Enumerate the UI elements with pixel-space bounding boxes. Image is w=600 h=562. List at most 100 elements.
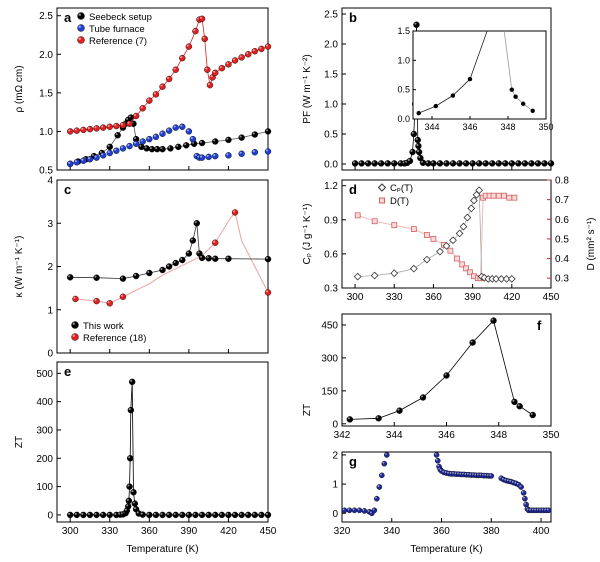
data-point-shine — [199, 512, 203, 515]
data-point-shine — [205, 67, 208, 70]
data-point — [238, 150, 245, 158]
data-point-shine — [359, 161, 362, 164]
data-point-shine — [107, 512, 110, 515]
data-point-shine — [226, 62, 229, 65]
data-point-shine — [524, 502, 527, 505]
data-point-shine — [265, 129, 269, 132]
data-point — [415, 142, 422, 150]
y-axis-label: ZT — [302, 404, 313, 416]
data-point — [130, 489, 137, 496]
panel-label-f: f — [537, 318, 542, 333]
data-point — [192, 511, 199, 519]
data-point-shine — [367, 509, 370, 512]
x-tick-label: 380 — [483, 526, 500, 537]
data-point-shine — [542, 161, 545, 164]
data-point — [185, 511, 193, 519]
data-point — [80, 511, 87, 519]
y-tick-label: 0.5 — [39, 166, 53, 177]
data-point-shine — [126, 498, 129, 501]
y-tick-label: 1 — [47, 305, 53, 316]
data-point-d — [495, 192, 502, 199]
data-point-shine — [160, 84, 163, 87]
data-point-shine — [126, 504, 129, 507]
data-point-shine — [265, 290, 269, 293]
data-point-d — [354, 212, 361, 219]
data-point — [341, 507, 348, 514]
data-point-shine — [107, 301, 110, 304]
data-point-shine — [384, 453, 387, 455]
data-point-shine — [265, 44, 269, 47]
data-point-shine — [379, 473, 382, 476]
data-point-shine — [199, 140, 203, 143]
data-point-shine — [442, 470, 445, 473]
inset-x-tick-label: 350 — [538, 122, 553, 132]
data-point-d — [490, 192, 497, 199]
x-axis-label: Temperature (K) — [126, 544, 198, 555]
data-point — [132, 112, 140, 120]
data-point-shine — [180, 512, 183, 515]
data-point-shine — [501, 477, 504, 480]
data-point — [119, 122, 127, 129]
data-point — [231, 511, 239, 519]
data-point-shine — [147, 270, 150, 273]
data-point — [430, 160, 437, 167]
data-point — [204, 66, 211, 73]
data-point — [245, 511, 252, 519]
x-tick-label: 348 — [490, 430, 507, 441]
y-axis-label: ZT — [14, 436, 25, 448]
data-point-shine — [166, 76, 170, 79]
data-point-shine — [509, 479, 512, 482]
data-point-shine — [107, 144, 110, 147]
x-tick-label: 420 — [503, 292, 520, 303]
data-point — [119, 275, 127, 282]
data-point-d — [410, 226, 417, 232]
data-point-shine — [193, 512, 196, 515]
data-point-cp — [455, 229, 464, 238]
data-point-shine — [186, 129, 189, 132]
data-point-d — [454, 255, 460, 262]
data-point-shine — [539, 508, 542, 511]
legend-marker-shine — [78, 13, 81, 16]
y-axis-label: PF (W m⁻¹ K⁻²) — [302, 54, 313, 123]
data-point-shine — [213, 154, 216, 157]
data-point — [126, 120, 133, 127]
data-point-shine — [239, 135, 242, 138]
legend-marker — [71, 333, 79, 341]
data-point-shine — [210, 75, 213, 78]
data-point-shine — [126, 117, 129, 120]
data-point — [251, 511, 259, 519]
data-point-shine — [134, 273, 137, 277]
legend-marker-shine — [78, 25, 81, 28]
data-point-shine — [94, 126, 97, 129]
data-point — [73, 127, 80, 134]
panel-label-b: b — [349, 10, 357, 25]
data-point — [516, 403, 523, 410]
data-point — [185, 250, 193, 257]
inset-y-tick-label: 1.0 — [397, 55, 410, 65]
data-point-shine — [134, 137, 137, 140]
data-point-cp — [497, 275, 506, 283]
data-point — [152, 133, 160, 141]
data-point — [225, 255, 232, 262]
inset-data-point — [530, 108, 535, 113]
x-axis-label: Temperature (K) — [410, 544, 482, 555]
y-tick-label: 2 — [332, 450, 338, 461]
legend-marker — [71, 321, 79, 329]
data-point-shine — [101, 125, 104, 128]
data-point-shine — [68, 512, 71, 515]
data-point-shine — [101, 153, 104, 156]
data-point — [172, 511, 179, 519]
data-point-shine — [457, 161, 460, 164]
data-point-shine — [536, 508, 539, 511]
data-point-shine — [512, 399, 515, 402]
data-point — [165, 263, 173, 270]
data-point-shine — [265, 257, 269, 260]
data-point-shine — [206, 256, 209, 259]
data-point-shine — [173, 67, 176, 70]
data-point-shine — [128, 115, 131, 118]
data-point-shine — [464, 472, 467, 475]
data-point-shine — [372, 161, 375, 164]
data-point — [159, 511, 166, 519]
data-point — [175, 143, 182, 151]
legend-label: D(T) — [390, 196, 409, 207]
